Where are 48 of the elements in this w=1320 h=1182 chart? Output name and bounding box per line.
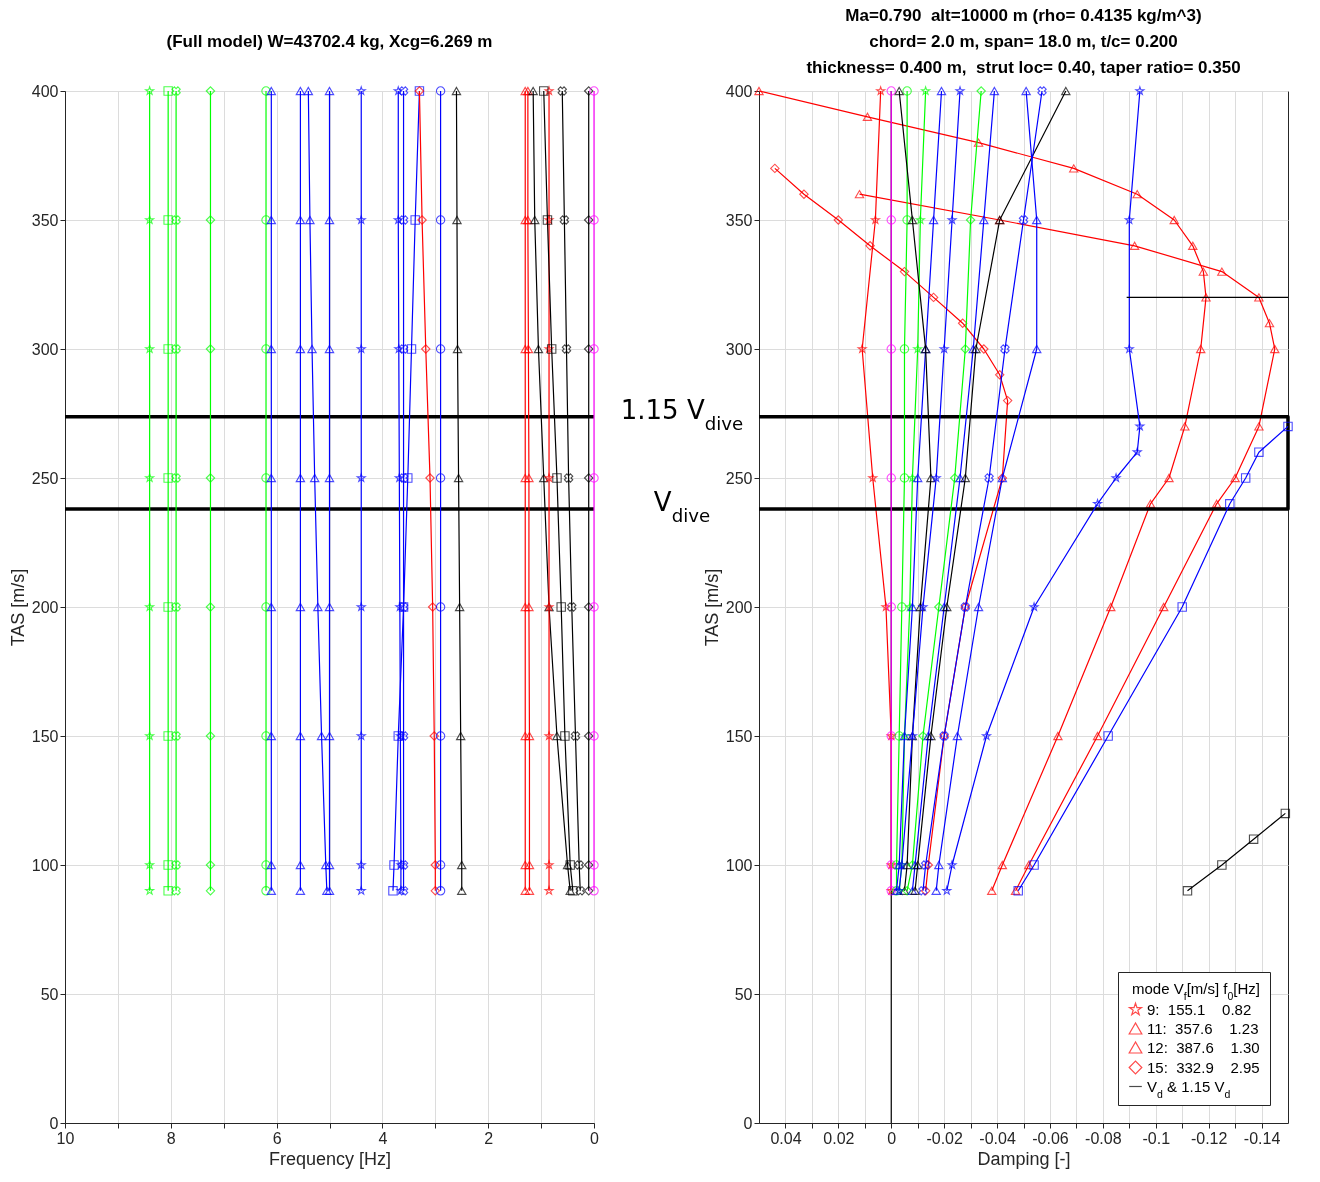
y-tick-label: 350	[31, 211, 59, 229]
chart-title: Ma=0.790 alt=10000 m (rho= 0.4135 kg/m^3) chord= 2.0 m, span= 18.0 m, t/c= 0.200 thickness= 0.400 m, strut loc= 0.40, taper ratio= 0.350	[806, 6, 1241, 77]
x-tick-label: -0.06	[1032, 1129, 1069, 1147]
x-tick-label: 10	[56, 1129, 75, 1147]
y-tick-label: 400	[31, 82, 59, 100]
legend-label: V$_{d}$ & 1.15 V$_{d}$	[1147, 1077, 1231, 1100]
y-tick-label: 250	[725, 469, 753, 487]
y-tick-label: 0	[743, 1114, 753, 1132]
chart-title: (Full model) W=43702.4 kg, Xcg=6.269 m	[166, 32, 493, 51]
legend-label: 9: 155.1 0.82	[1147, 1000, 1252, 1018]
x-tick-label: 4	[378, 1129, 388, 1147]
x-tick-label: 2	[484, 1129, 494, 1147]
y-tick-label: 400	[725, 82, 753, 100]
x-axis-title: Frequency [Hz]	[268, 1148, 392, 1169]
ref-line-label: 1.15 V$_{dive}$	[620, 394, 744, 434]
legend-label: 15: 332.9 2.95	[1147, 1058, 1260, 1076]
legend-title: mode V$_{f}$[m/s] f$_{0}$[Hz]	[1132, 980, 1260, 1002]
legend-label: 12: 387.6 1.30	[1147, 1038, 1260, 1056]
x-tick-label: 0.02	[823, 1129, 855, 1147]
y-tick-label: 350	[725, 211, 753, 229]
y-tick-label: 200	[31, 598, 59, 616]
y-tick-label: 100	[31, 856, 59, 874]
x-tick-label: 0	[590, 1129, 600, 1147]
x-tick-label: -0.02	[926, 1129, 963, 1147]
y-tick-label: 50	[734, 985, 753, 1003]
y-tick-label: 50	[40, 985, 59, 1003]
x-tick-label: -0.08	[1085, 1129, 1122, 1147]
y-tick-label: 300	[725, 340, 753, 358]
x-tick-label: -0.1	[1142, 1129, 1171, 1147]
legend-label: 11: 357.6 1.23	[1147, 1019, 1259, 1037]
y-tick-label: 0	[49, 1114, 59, 1132]
x-tick-label: -0.12	[1190, 1129, 1228, 1147]
x-tick-label: -0.04	[979, 1129, 1016, 1147]
y-axis-title: TAS [m/s]	[701, 568, 722, 647]
x-tick-label: 8	[166, 1129, 176, 1147]
y-tick-label: 100	[725, 856, 753, 874]
x-tick-label: -0.14	[1243, 1129, 1281, 1147]
ref-line-label: V$_{dive}$	[653, 486, 711, 526]
y-tick-label: 150	[725, 727, 753, 745]
x-axis-title: Damping [-]	[977, 1148, 1071, 1169]
y-axis-title: TAS [m/s]	[7, 568, 28, 647]
x-tick-label: 0.04	[770, 1129, 802, 1147]
x-tick-label: 0	[887, 1129, 897, 1147]
y-tick-label: 150	[31, 727, 59, 745]
x-tick-label: 6	[272, 1129, 282, 1147]
y-tick-label: 300	[31, 340, 59, 358]
y-tick-label: 200	[725, 598, 753, 616]
y-tick-label: 250	[31, 469, 59, 487]
